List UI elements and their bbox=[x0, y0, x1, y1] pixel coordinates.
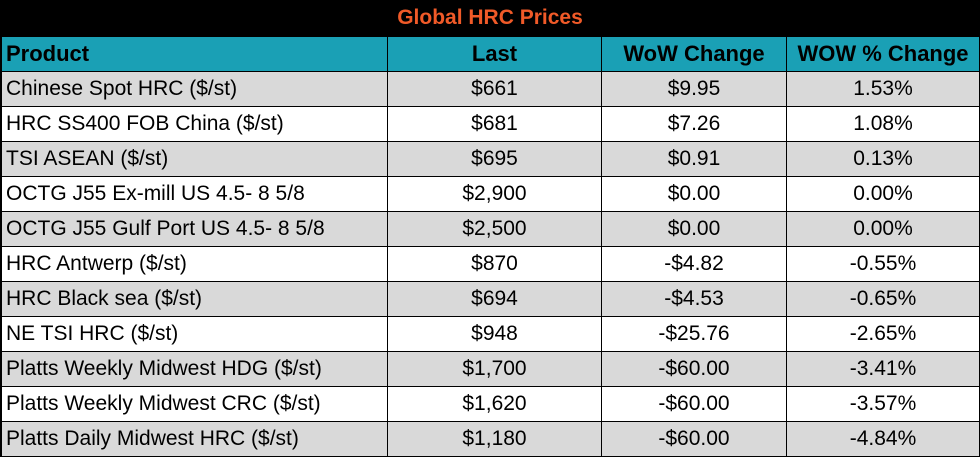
wow-change-cell: $9.95 bbox=[601, 71, 787, 107]
product-cell: Platts Weekly Midwest HDG ($/st) bbox=[1, 351, 388, 387]
table-row: Chinese Spot HRC ($/st) $661 $9.95 1.53% bbox=[1, 71, 980, 107]
wow-change-cell: $7.26 bbox=[601, 106, 787, 142]
last-cell: $695 bbox=[387, 141, 602, 177]
product-cell: OCTG J55 Gulf Port US 4.5- 8 5/8 bbox=[1, 211, 388, 247]
last-cell: $870 bbox=[387, 246, 602, 282]
last-cell: $661 bbox=[387, 71, 602, 107]
last-cell: $694 bbox=[387, 281, 602, 317]
product-cell: OCTG J55 Ex-mill US 4.5- 8 5/8 bbox=[1, 176, 388, 212]
product-cell: HRC Antwerp ($/st) bbox=[1, 246, 388, 282]
wow-change-cell: -$60.00 bbox=[601, 421, 787, 457]
table-row: HRC SS400 FOB China ($/st) $681 $7.26 1.… bbox=[1, 106, 980, 142]
table-row: HRC Black sea ($/st) $694 -$4.53 -0.65% bbox=[1, 281, 980, 317]
wow-change-cell: -$60.00 bbox=[601, 386, 787, 422]
header-row: Product Last WoW Change WOW % Change bbox=[1, 36, 980, 72]
wow-pct-cell: -4.84% bbox=[786, 421, 980, 457]
last-cell: $948 bbox=[387, 316, 602, 352]
table-row: OCTG J55 Gulf Port US 4.5- 8 5/8 $2,500 … bbox=[1, 211, 980, 247]
wow-change-cell: $0.00 bbox=[601, 176, 787, 212]
last-cell: $2,500 bbox=[387, 211, 602, 247]
wow-pct-cell: -0.55% bbox=[786, 246, 980, 282]
product-cell: HRC SS400 FOB China ($/st) bbox=[1, 106, 388, 142]
wow-change-cell: $0.00 bbox=[601, 211, 787, 247]
wow-change-cell: -$4.82 bbox=[601, 246, 787, 282]
last-cell: $1,700 bbox=[387, 351, 602, 387]
wow-pct-cell: -0.65% bbox=[786, 281, 980, 317]
last-cell: $1,180 bbox=[387, 421, 602, 457]
table-row: Platts Weekly Midwest HDG ($/st) $1,700 … bbox=[1, 351, 980, 387]
wow-change-cell: -$4.53 bbox=[601, 281, 787, 317]
table-row: TSI ASEAN ($/st) $695 $0.91 0.13% bbox=[1, 141, 980, 177]
wow-change-cell: -$60.00 bbox=[601, 351, 787, 387]
product-cell: HRC Black sea ($/st) bbox=[1, 281, 388, 317]
wow-change-cell: $0.91 bbox=[601, 141, 787, 177]
table-row: Platts Weekly Midwest CRC ($/st) $1,620 … bbox=[1, 386, 980, 422]
product-cell: Platts Daily Midwest HRC ($/st) bbox=[1, 421, 388, 457]
wow-pct-cell: 1.08% bbox=[786, 106, 980, 142]
product-cell: Platts Weekly Midwest CRC ($/st) bbox=[1, 386, 388, 422]
price-table: Product Last WoW Change WOW % Change Chi… bbox=[1, 36, 980, 457]
column-header-last: Last bbox=[387, 36, 602, 72]
column-header-wow-change: WoW Change bbox=[601, 36, 787, 72]
table-row: HRC Antwerp ($/st) $870 -$4.82 -0.55% bbox=[1, 246, 980, 282]
table-row: OCTG J55 Ex-mill US 4.5- 8 5/8 $2,900 $0… bbox=[1, 176, 980, 212]
last-cell: $2,900 bbox=[387, 176, 602, 212]
column-header-product: Product bbox=[1, 36, 388, 72]
wow-pct-cell: -3.57% bbox=[786, 386, 980, 422]
product-cell: Chinese Spot HRC ($/st) bbox=[1, 71, 388, 107]
product-cell: NE TSI HRC ($/st) bbox=[1, 316, 388, 352]
wow-pct-cell: -2.65% bbox=[786, 316, 980, 352]
table-row: Platts Daily Midwest HRC ($/st) $1,180 -… bbox=[1, 421, 980, 457]
product-cell: TSI ASEAN ($/st) bbox=[1, 141, 388, 177]
wow-pct-cell: 0.13% bbox=[786, 141, 980, 177]
wow-pct-cell: -3.41% bbox=[786, 351, 980, 387]
column-header-wow-pct-change: WOW % Change bbox=[786, 36, 980, 72]
table-row: NE TSI HRC ($/st) $948 -$25.76 -2.65% bbox=[1, 316, 980, 352]
last-cell: $1,620 bbox=[387, 386, 602, 422]
wow-pct-cell: 0.00% bbox=[786, 176, 980, 212]
wow-pct-cell: 0.00% bbox=[786, 211, 980, 247]
table-title: Global HRC Prices bbox=[1, 1, 979, 36]
wow-pct-cell: 1.53% bbox=[786, 71, 980, 107]
wow-change-cell: -$25.76 bbox=[601, 316, 787, 352]
last-cell: $681 bbox=[387, 106, 602, 142]
